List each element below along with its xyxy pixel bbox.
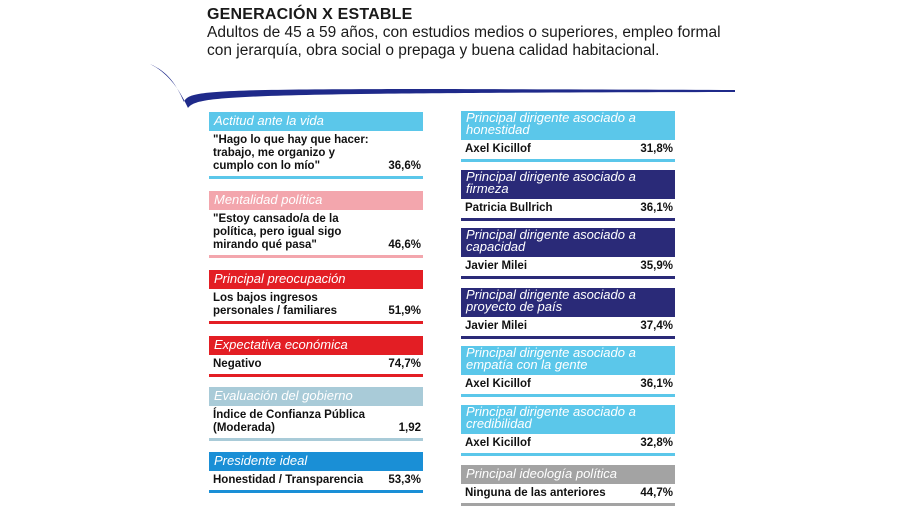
card-value: 36,1% (640, 202, 673, 214)
card-body: Axel Kicillof 32,8% (461, 434, 675, 456)
card-text: Axel Kicillof (465, 437, 531, 449)
card-heading: Principal dirigente asociado a honestida… (461, 111, 675, 140)
card-body: Índice de Confianza Pública (Moderada) 1… (209, 406, 423, 441)
card-value: 35,9% (640, 260, 673, 272)
card-body: Honestidad / Transparencia 53,3% (209, 471, 423, 493)
card-text: Javier Milei (465, 260, 528, 272)
card-credibilidad: Principal dirigente asociado a credibili… (461, 405, 675, 456)
card-value: 31,8% (640, 143, 673, 155)
infographic-subtitle: Adultos de 45 a 59 años, con estudios me… (207, 24, 721, 59)
card-heading: Principal preocupación (209, 270, 423, 289)
card-heading: Principal ideología política (461, 465, 675, 484)
card-proyecto: Principal dirigente asociado a proyecto … (461, 288, 675, 339)
card-body: Patricia Bullrich 36,1% (461, 199, 675, 221)
card-value: 36,6% (388, 160, 421, 172)
card-body: "Hago lo que hay que hacer: trabajo, me … (209, 131, 423, 179)
card-preocupacion: Principal preocupación Los bajos ingreso… (209, 270, 423, 324)
infographic-title: GENERACIÓN X ESTABLE (207, 6, 413, 23)
card-heading: Principal dirigente asociado a credibili… (461, 405, 675, 434)
card-value: 1,92 (398, 422, 421, 434)
card-body: Negativo 74,7% (209, 355, 423, 377)
card-text: Axel Kicillof (465, 143, 531, 155)
card-heading: Presidente ideal (209, 452, 423, 471)
card-ideologia: Principal ideología política Ninguna de … (461, 465, 675, 506)
card-text: Ninguna de las anteriores (465, 487, 606, 499)
card-text: Honestidad / Transparencia (213, 474, 364, 486)
card-text: Patricia Bullrich (465, 202, 553, 214)
card-text: Índice de Confianza Pública (Moderada) (213, 409, 366, 434)
card-empatia: Principal dirigente asociado a empatía c… (461, 346, 675, 397)
card-actitud: Actitud ante la vida "Hago lo que hay qu… (209, 112, 423, 179)
card-body: "Estoy cansado/a de la política, pero ig… (209, 210, 423, 258)
card-firmeza: Principal dirigente asociado a firmeza P… (461, 170, 675, 221)
card-heading: Principal dirigente asociado a empatía c… (461, 346, 675, 375)
card-value: 51,9% (388, 305, 421, 317)
card-value: 36,1% (640, 378, 673, 390)
card-text: "Estoy cansado/a de la política, pero ig… (213, 213, 342, 251)
card-value: 44,7% (640, 487, 673, 499)
card-text: Axel Kicillof (465, 378, 531, 390)
card-body: Los bajos ingresos personales / familiar… (209, 289, 423, 324)
card-capacidad: Principal dirigente asociado a capacidad… (461, 228, 675, 279)
card-heading: Principal dirigente asociado a proyecto … (461, 288, 675, 317)
card-heading: Expectativa económica (209, 336, 423, 355)
card-value: 32,8% (640, 437, 673, 449)
card-heading: Actitud ante la vida (209, 112, 423, 131)
card-body: Ninguna de las anteriores 44,7% (461, 484, 675, 506)
card-presidente: Presidente ideal Honestidad / Transparen… (209, 452, 423, 493)
card-expectativa: Expectativa económica Negativo 74,7% (209, 336, 423, 377)
card-text: "Hago lo que hay que hacer: trabajo, me … (213, 134, 369, 172)
card-body: Javier Milei 35,9% (461, 257, 675, 279)
swoosh-decoration (150, 64, 735, 108)
card-value: 53,3% (388, 474, 421, 486)
card-value: 46,6% (388, 239, 421, 251)
card-body: Axel Kicillof 31,8% (461, 140, 675, 162)
card-value: 74,7% (388, 358, 421, 370)
card-text: Negativo (213, 358, 262, 370)
card-text: Javier Milei (465, 320, 528, 332)
card-honestidad: Principal dirigente asociado a honestida… (461, 111, 675, 162)
card-heading: Principal dirigente asociado a capacidad (461, 228, 675, 257)
card-mentalidad: Mentalidad política "Estoy cansado/a de … (209, 191, 423, 258)
card-text: Los bajos ingresos personales / familiar… (213, 292, 338, 317)
card-value: 37,4% (640, 320, 673, 332)
card-body: Axel Kicillof 36,1% (461, 375, 675, 397)
card-heading: Mentalidad política (209, 191, 423, 210)
card-heading: Principal dirigente asociado a firmeza (461, 170, 675, 199)
card-heading: Evaluación del gobierno (209, 387, 423, 406)
card-body: Javier Milei 37,4% (461, 317, 675, 339)
card-evaluacion: Evaluación del gobierno Índice de Confia… (209, 387, 423, 441)
